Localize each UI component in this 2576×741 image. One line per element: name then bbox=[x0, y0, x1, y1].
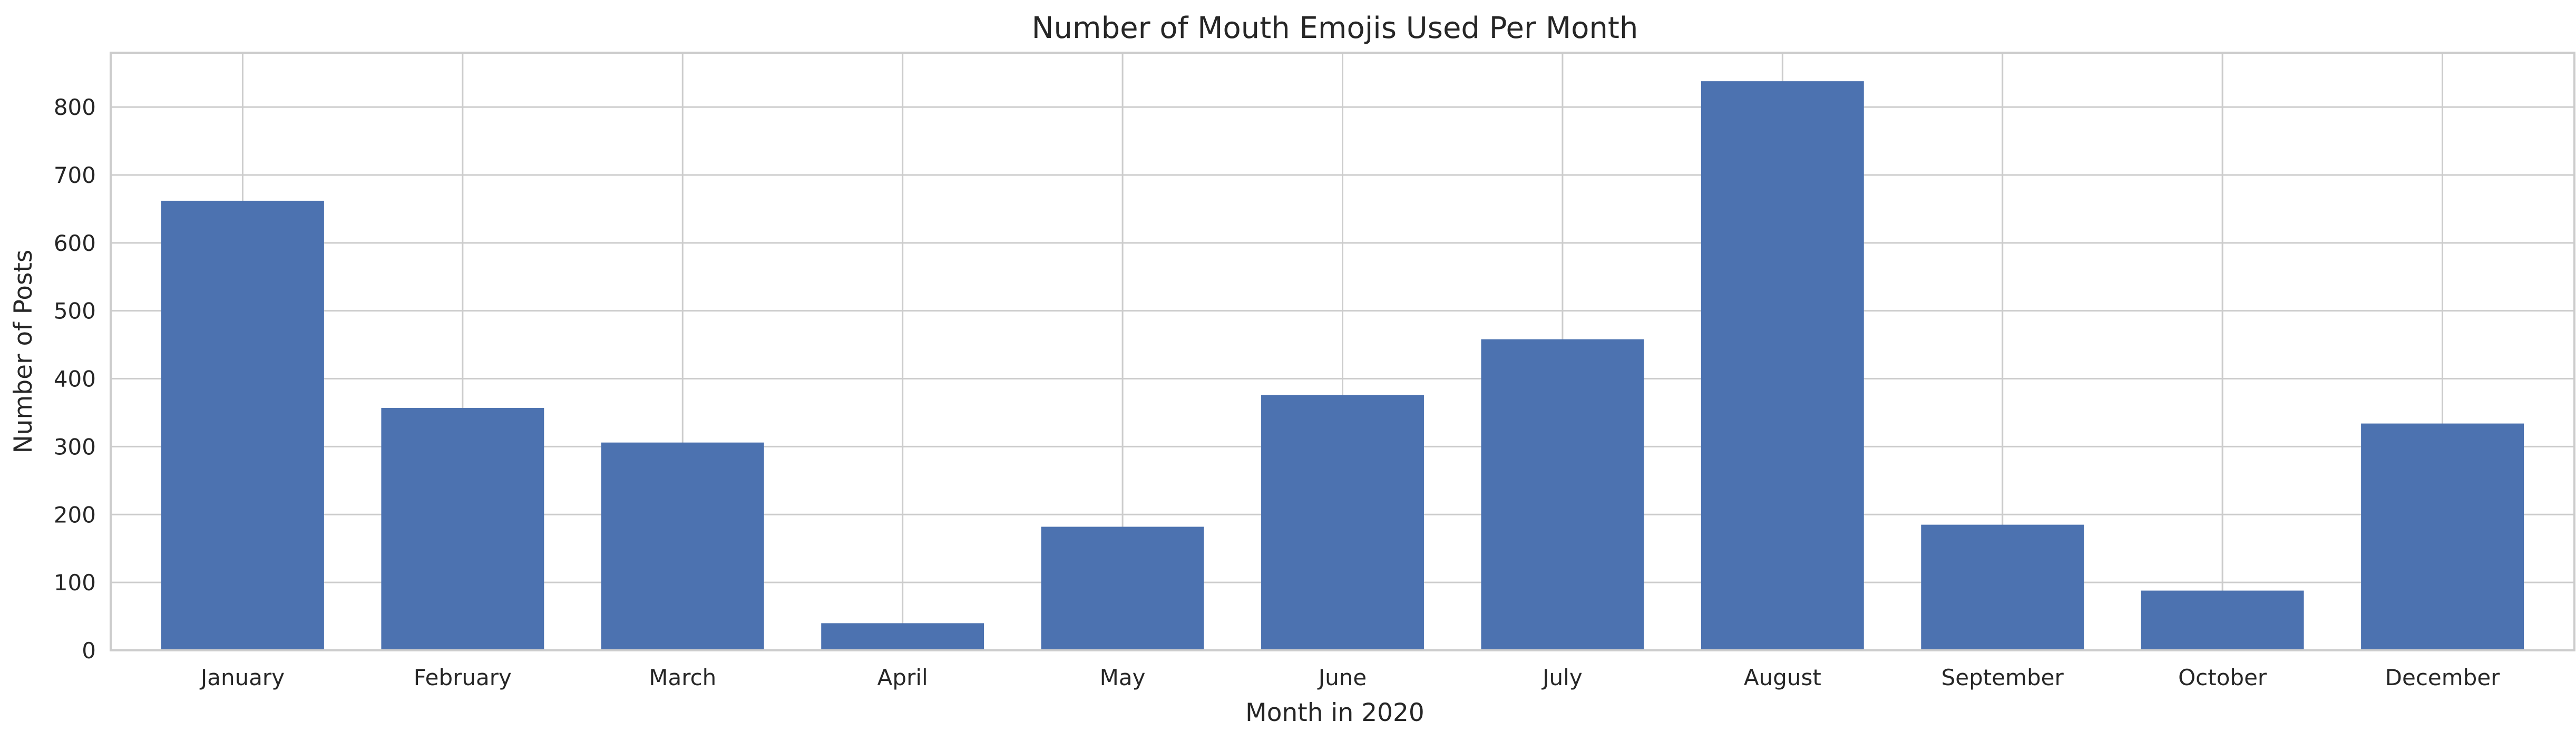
bar-june bbox=[1261, 395, 1424, 650]
y-tick-label: 600 bbox=[54, 230, 96, 256]
x-tick-label: April bbox=[877, 665, 928, 690]
chart-title: Number of Mouth Emojis Used Per Month bbox=[1032, 11, 1638, 45]
y-tick-label: 400 bbox=[54, 366, 96, 392]
bars bbox=[161, 81, 2524, 651]
y-tick-label: 0 bbox=[82, 638, 96, 664]
x-tick-label: February bbox=[414, 665, 512, 690]
x-tick-label: September bbox=[1941, 665, 2064, 690]
x-tick-label: January bbox=[199, 665, 285, 690]
bar-january bbox=[161, 200, 324, 650]
bar-september bbox=[1921, 524, 2084, 650]
bar-february bbox=[381, 407, 544, 650]
y-tick-labels: 0 100 200 300 400 500 600 700 800 bbox=[54, 94, 96, 664]
x-tick-label: December bbox=[2385, 665, 2501, 690]
x-tick-labels: January February March April May June July Augu… bbox=[199, 665, 2500, 690]
y-axis-label: Number of Posts bbox=[9, 250, 38, 454]
plot-frame bbox=[110, 52, 2575, 651]
bar-march bbox=[601, 442, 764, 650]
y-tick-label: 500 bbox=[54, 298, 96, 324]
x-tick-label: March bbox=[649, 665, 716, 690]
x-tick-label: August bbox=[1744, 665, 1821, 690]
bar-may bbox=[1041, 526, 1204, 650]
bar-april bbox=[821, 623, 984, 650]
bar-august bbox=[1701, 81, 1864, 651]
y-tick-label: 100 bbox=[54, 570, 96, 596]
bar-october bbox=[2141, 590, 2304, 650]
bar-july bbox=[1481, 339, 1644, 650]
bar-december bbox=[2361, 423, 2524, 650]
x-tick-label: June bbox=[1317, 665, 1367, 690]
y-tick-label: 200 bbox=[54, 502, 96, 528]
y-tick-label: 800 bbox=[54, 94, 96, 120]
y-tick-label: 700 bbox=[54, 162, 96, 188]
x-tick-label: May bbox=[1100, 665, 1146, 690]
x-axis-label: Month in 2020 bbox=[1245, 698, 1424, 727]
y-tick-label: 300 bbox=[54, 434, 96, 460]
x-tick-label: October bbox=[2178, 665, 2267, 690]
x-tick-label: July bbox=[1541, 665, 1583, 690]
